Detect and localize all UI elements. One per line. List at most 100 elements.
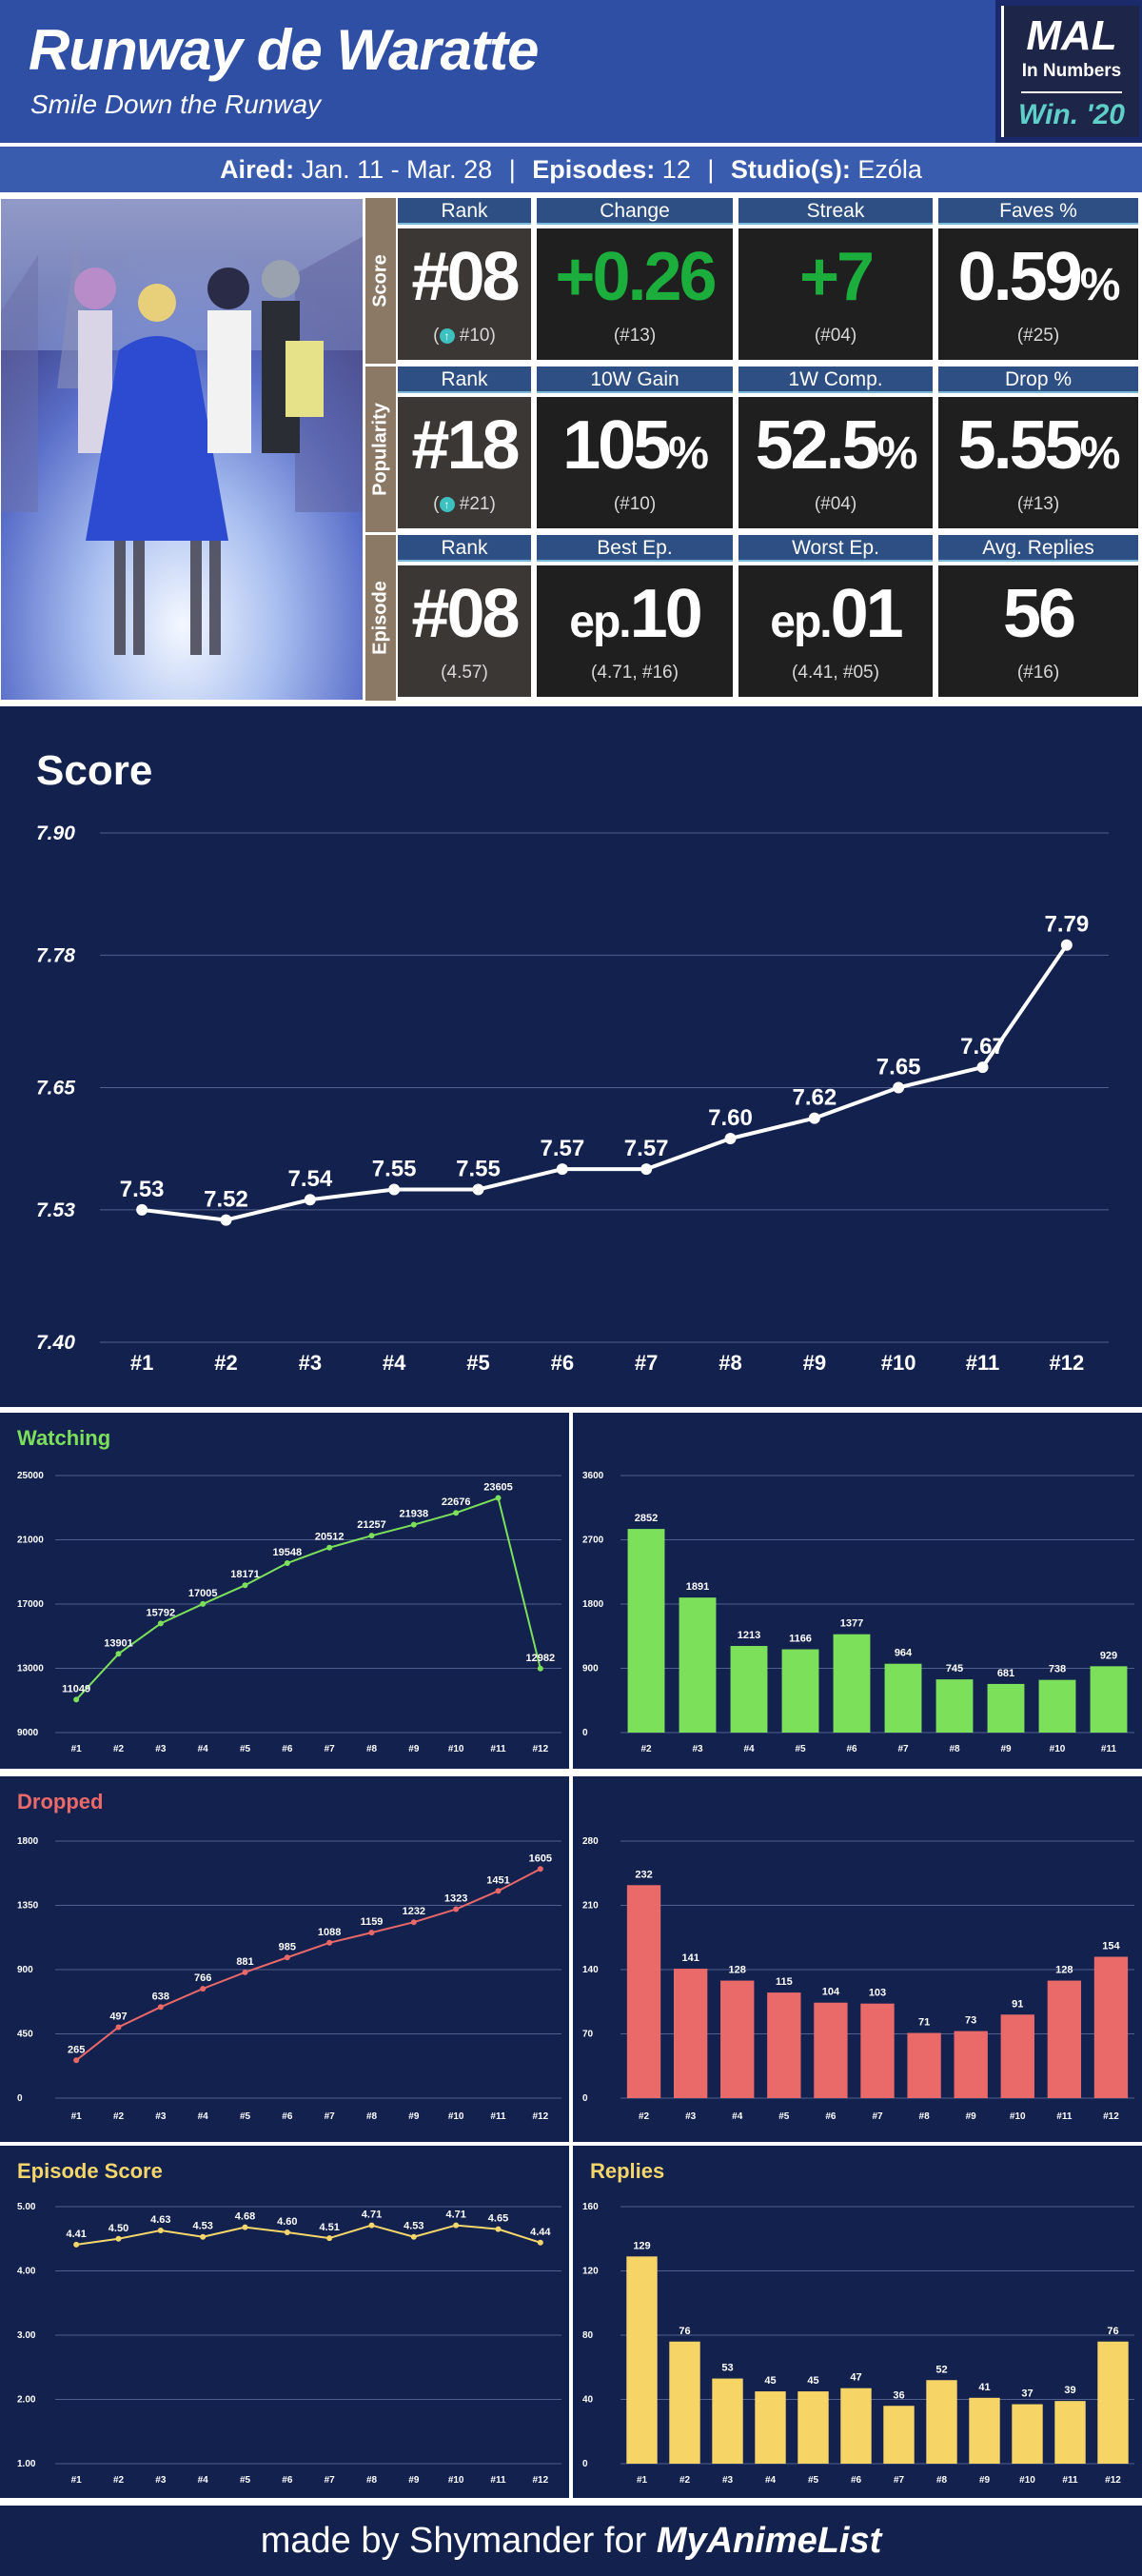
watching-point — [537, 1665, 543, 1672]
dropped-point — [242, 1969, 248, 1975]
x-tick-label: #10 — [1010, 2111, 1026, 2122]
x-tick-label: #7 — [872, 2111, 883, 2122]
x-tick-label: #10 — [1019, 2475, 1035, 2486]
header: Runway de Waratte Smile Down the Runway … — [0, 0, 1142, 143]
episode-score-data-label: 4.71 — [362, 2209, 382, 2221]
watching-data-label: 13901 — [104, 1637, 133, 1649]
watching-change-bar — [1038, 1679, 1076, 1733]
x-tick-label: #1 — [637, 2475, 648, 2486]
popularity-cell-2: 105% (#10) — [537, 397, 733, 528]
title-bar: Runway de Waratte Smile Down the Runway — [0, 0, 995, 143]
x-tick-label: #11 — [1101, 1744, 1117, 1754]
score-cell-sub: (#04) — [814, 326, 857, 346]
x-tick-label: #3 — [155, 2111, 167, 2122]
replies-bar — [712, 2378, 743, 2464]
watching-point — [242, 1582, 248, 1589]
dropped-change-chart: 0 70 140 210 280 #2 #3 #4 #5 #6 #7 #8 #9 #10 #11 #12 232… — [582, 1836, 1134, 2122]
dropped-data-label: 265 — [68, 2044, 85, 2055]
score-data-label: 7.55 — [372, 1157, 417, 1182]
episode-score-chart-title: Episode Score — [17, 2159, 163, 2183]
y-tick-label: 2.00 — [17, 2395, 36, 2406]
watching-change-chart: 0 900 1800 2700 3600 #2 #3 #4 #5 #6 #7 #8 #9 #10 #11 28… — [582, 1471, 1134, 1754]
x-tick-label: #9 — [979, 2475, 991, 2486]
score-point — [976, 1061, 989, 1074]
watching-data-label: 20512 — [315, 1532, 345, 1543]
watching-change-data-label: 1213 — [738, 1630, 760, 1641]
watching-change-bar — [627, 1529, 665, 1733]
footer: made by Shymander for MyAnimeList — [0, 2502, 1142, 2576]
x-tick-label: #4 — [383, 1351, 406, 1375]
y-tick-label: 1800 — [582, 1599, 604, 1610]
score-point — [1060, 939, 1073, 951]
x-tick-label: #11 — [490, 2475, 506, 2486]
up-arrow-icon: ↑ — [439, 496, 455, 512]
watching-change-bar — [884, 1663, 922, 1733]
watching-point — [200, 1600, 207, 1607]
watching-change-bar — [1090, 1666, 1128, 1733]
score-data-label: 7.55 — [456, 1157, 501, 1182]
watching-point — [368, 1533, 375, 1539]
y-tick-label: 1.00 — [17, 2459, 36, 2469]
popularity-cell-value: 52.5% — [738, 406, 933, 485]
replies-data-label: 36 — [893, 2389, 904, 2401]
x-tick-label: #4 — [743, 1744, 755, 1754]
watching-change-data-label: 681 — [997, 1668, 1014, 1679]
episode-cell-value: ep.01 — [738, 575, 933, 653]
score-point — [893, 1081, 905, 1094]
episode-cell-head-1: Rank — [398, 535, 531, 562]
watching-data-label: 11049 — [62, 1683, 90, 1694]
x-tick-label: #7 — [894, 2475, 905, 2486]
score-chart-title: Score — [36, 747, 152, 794]
watching-change-data-label: 745 — [946, 1663, 963, 1674]
value-prefix: ep. — [770, 597, 832, 647]
aired-label: Aired: — [220, 155, 295, 184]
y-tick-label: 5.00 — [17, 2202, 36, 2212]
score-data-label: 7.54 — [287, 1166, 332, 1192]
replies-bar — [797, 2391, 829, 2464]
x-tick-label: #11 — [490, 2111, 506, 2122]
x-tick-label: #9 — [803, 1351, 826, 1375]
replies-bar — [926, 2380, 957, 2464]
watching-data-label: 19548 — [273, 1547, 303, 1558]
value-number: 56 — [1002, 576, 1076, 652]
dropped-point — [73, 2057, 80, 2064]
y-tick-label: 4.00 — [17, 2267, 36, 2277]
watching-series-line — [75, 1496, 541, 1701]
episode-cell-head-2: Best Ep. — [537, 535, 733, 562]
watching-change-bar — [987, 1683, 1025, 1733]
score-data-label: 7.53 — [120, 1177, 165, 1202]
dropped-chart-title: Dropped — [17, 1790, 103, 1813]
dropped-change-data-label: 154 — [1102, 1941, 1120, 1952]
logo-season: Win. '20 — [1018, 99, 1125, 130]
watching-data-label: 23605 — [483, 1482, 513, 1494]
y-tick-label: 9000 — [17, 1728, 39, 1738]
x-tick-label: #10 — [448, 2475, 464, 2486]
replies-data-label: 45 — [807, 2375, 818, 2387]
x-tick-label: #10 — [1050, 1744, 1066, 1754]
score-cell-4: 0.59% (#25) — [938, 228, 1138, 360]
episode-score-point — [115, 2235, 122, 2242]
watching-change-data-label: 1166 — [789, 1634, 812, 1645]
studio-value: Ezóla — [857, 155, 922, 184]
episode-score-data-label: 4.41 — [66, 2229, 86, 2240]
y-tick-label: 0 — [582, 1728, 588, 1738]
replies-bar — [626, 2256, 658, 2464]
dropped-change-data-label: 71 — [918, 2017, 930, 2029]
replies-chart: Replies 0 40 80 120 160 #1 #2 #3 #4 #5 #6 #7 #8 #9 #10 #… — [582, 2159, 1134, 2486]
x-tick-label: #2 — [639, 2111, 650, 2122]
watching-data-label: 17005 — [188, 1588, 218, 1599]
score-cell-sub: (↑ #10) — [433, 326, 496, 346]
episode-cell-head-4: Avg. Replies — [938, 535, 1138, 562]
episode-cell-sub: (4.57) — [441, 663, 488, 683]
score-point — [724, 1133, 737, 1144]
mal-in-numbers-logo: MAL In Numbers Win. '20 — [1001, 6, 1139, 137]
score-cell-value: 0.59% — [938, 238, 1138, 316]
replies-data-label: 47 — [850, 2372, 861, 2384]
score-point — [304, 1194, 316, 1206]
value-number: 08 — [446, 239, 520, 315]
x-tick-label: #11 — [966, 1351, 1000, 1375]
watching-data-label: 12982 — [526, 1653, 556, 1664]
episode-cell-sub: (#16) — [1016, 663, 1060, 683]
x-tick-label: #7 — [897, 1744, 909, 1754]
dropped-change-bar — [673, 1969, 708, 2098]
